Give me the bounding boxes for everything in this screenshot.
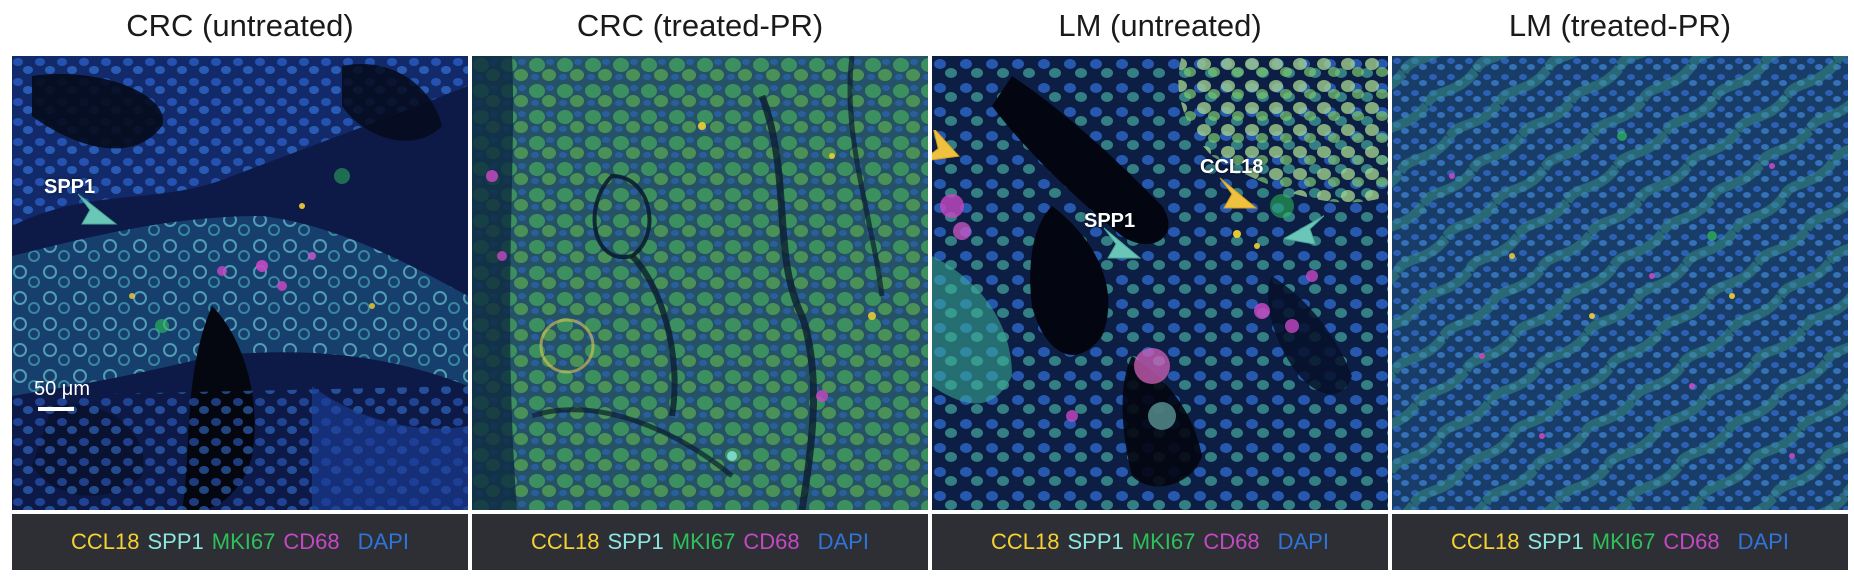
spp1-arrowhead-icon xyxy=(1284,210,1324,246)
scale-bar-label: 50 μm xyxy=(34,378,90,401)
micrograph-image xyxy=(472,56,928,510)
micrograph-image: CCL18 SPP1 xyxy=(932,56,1388,510)
micrograph-image: SPP1 50 μm xyxy=(12,56,468,510)
micrograph-image xyxy=(1392,56,1848,510)
panel-title: LM (untreated) xyxy=(932,8,1388,44)
annotation-spp1: SPP1 xyxy=(1084,210,1135,233)
scale-bar xyxy=(38,407,74,411)
ccl18-arrowhead-icon xyxy=(1218,176,1258,212)
legend-cd68: CD68 xyxy=(743,529,799,555)
legend-cd68: CD68 xyxy=(1203,529,1259,555)
ccl18-arrowhead-icon xyxy=(932,130,964,172)
legend-dapi: DAPI xyxy=(818,529,869,555)
legend-ccl18: CCL18 xyxy=(991,529,1059,555)
legend-spp1: SPP1 xyxy=(148,529,204,555)
legend-spp1: SPP1 xyxy=(1068,529,1124,555)
panel-lm-treated: LM (treated-PR) xyxy=(1392,0,1848,579)
panel-title: CRC (treated-PR) xyxy=(472,8,928,44)
panel-crc-untreated: CRC (untreated) xyxy=(12,0,468,579)
legend-cd68: CD68 xyxy=(1663,529,1719,555)
legend-dapi: DAPI xyxy=(1278,529,1329,555)
legend-cd68: CD68 xyxy=(283,529,339,555)
micrograph-lm-treated xyxy=(1392,56,1848,510)
panel-crc-treated: CRC (treated-PR) xyxy=(472,0,928,579)
legend-dapi: DAPI xyxy=(358,529,409,555)
annotation-ccl18: CCL18 xyxy=(1200,156,1263,179)
channel-legend: CCL18 SPP1 MKI67 CD68 DAPI xyxy=(1392,514,1848,570)
legend-dapi: DAPI xyxy=(1738,529,1789,555)
legend-mki67: MKI67 xyxy=(672,529,736,555)
panel-title: CRC (untreated) xyxy=(12,8,468,44)
legend-ccl18: CCL18 xyxy=(71,529,139,555)
channel-legend: CCL18 SPP1 MKI67 CD68 DAPI xyxy=(932,514,1388,570)
channel-legend: CCL18 SPP1 MKI67 CD68 DAPI xyxy=(12,514,468,570)
legend-spp1: SPP1 xyxy=(1528,529,1584,555)
legend-ccl18: CCL18 xyxy=(1451,529,1519,555)
micrograph-lm-untreated xyxy=(932,56,1388,510)
legend-mki67: MKI67 xyxy=(1132,529,1196,555)
panel-lm-untreated: LM (untreated) xyxy=(932,0,1388,579)
annotation-spp1: SPP1 xyxy=(44,176,95,199)
legend-ccl18: CCL18 xyxy=(531,529,599,555)
channel-legend: CCL18 SPP1 MKI67 CD68 DAPI xyxy=(472,514,928,570)
legend-mki67: MKI67 xyxy=(212,529,276,555)
panel-title: LM (treated-PR) xyxy=(1392,8,1848,44)
micrograph-crc-untreated xyxy=(12,56,468,510)
legend-mki67: MKI67 xyxy=(1592,529,1656,555)
legend-spp1: SPP1 xyxy=(608,529,664,555)
micrograph-crc-treated xyxy=(472,56,928,510)
